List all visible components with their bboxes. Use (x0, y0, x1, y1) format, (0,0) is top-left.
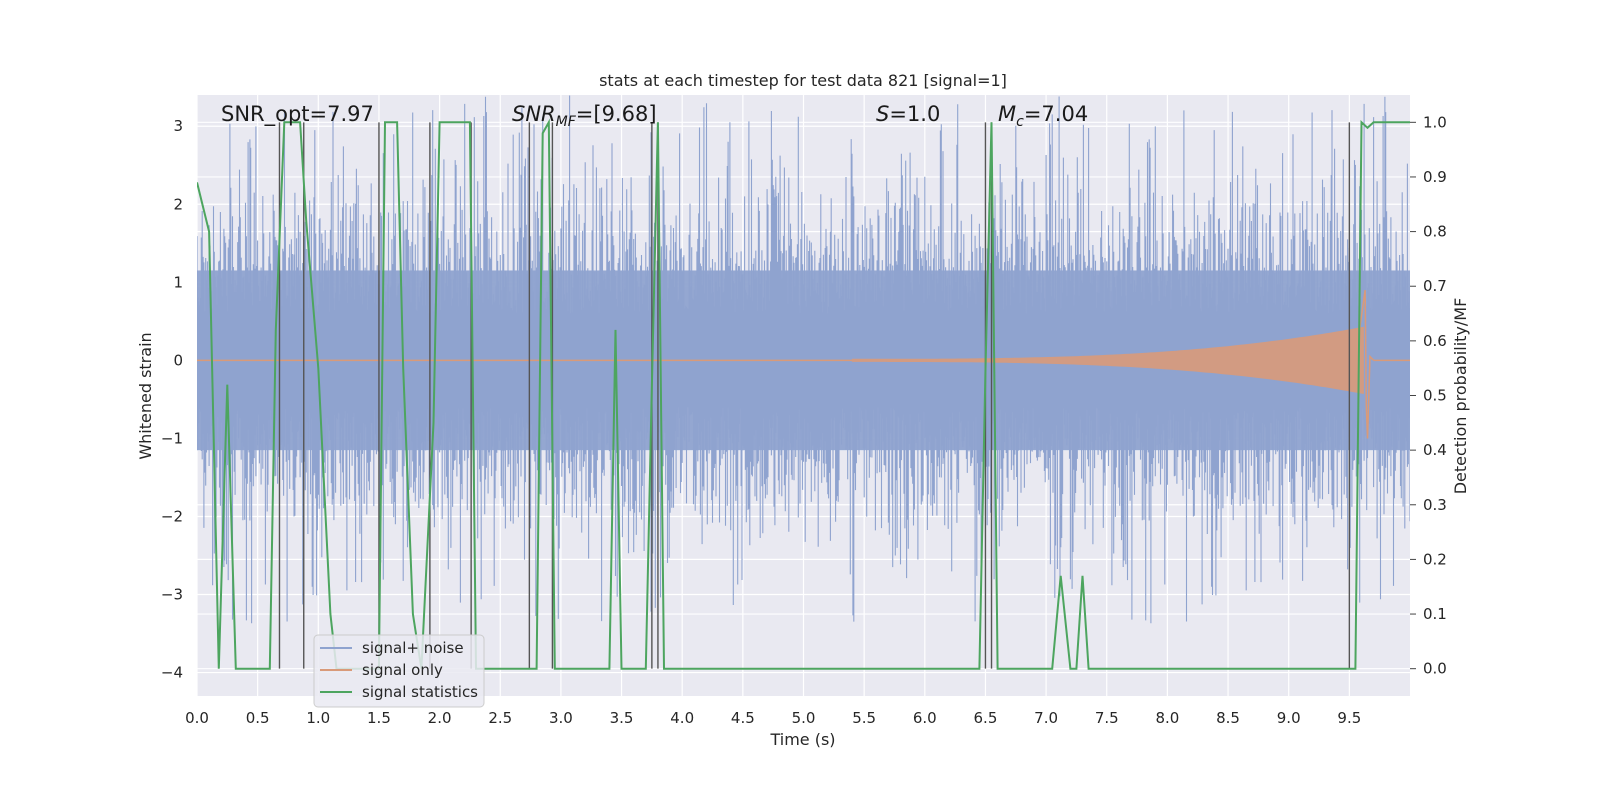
x-tick-label: 4.0 (670, 709, 694, 727)
y-tick-label: 3 (173, 117, 183, 135)
y2-axis-label: Detection probability/MF (1451, 298, 1470, 495)
annotation-mc: Mc=7.04 (998, 102, 1088, 130)
snr-mf-symbol: SNR (512, 102, 556, 126)
x-tick-label: 8.0 (1155, 709, 1179, 727)
x-tick-label: 0.0 (185, 709, 209, 727)
s-symbol: S (876, 102, 889, 126)
snr-mf-value: =[9.68] (576, 102, 657, 126)
annotation-snr-mf: SNRMF=[9.68] (512, 102, 657, 130)
y-tick-label: −2 (161, 507, 183, 525)
x-tick-label: 3.0 (549, 709, 573, 727)
y-tick-label: −4 (161, 664, 183, 682)
x-tick-label: 4.5 (731, 709, 755, 727)
x-tick-label: 6.0 (913, 709, 937, 727)
x-axis-label: Time (s) (769, 730, 835, 749)
y2-tick-label: 0.0 (1423, 660, 1447, 678)
mc-subscript: c (1016, 114, 1024, 130)
legend-box (313, 634, 485, 708)
y2-tick-label: 0.5 (1423, 387, 1447, 405)
annotation-s: S=1.0 (876, 102, 940, 126)
x-tick-label: 0.5 (246, 709, 270, 727)
x-tick-label: 2.0 (428, 709, 452, 727)
signal-merger (1358, 290, 1375, 439)
signal-only-series (197, 290, 1410, 439)
legend-label-noise: signal+ noise (362, 639, 464, 657)
legend: signal+ noise signal only signal statist… (313, 634, 485, 708)
y2-tick-label: 0.3 (1423, 496, 1447, 514)
x-tick-label: 9.0 (1277, 709, 1301, 727)
snr-mf-subscript: MF (556, 114, 577, 130)
statistics-line (197, 118, 1410, 670)
mc-value: =7.04 (1024, 102, 1088, 126)
y-axis-label: Whitened strain (136, 332, 155, 459)
y2-tick-label: 0.2 (1423, 550, 1447, 568)
legend-label-signal: signal only (362, 661, 443, 679)
statistics-series (197, 118, 1410, 670)
s-value: =1.0 (889, 102, 940, 126)
y-tick-label: −1 (161, 429, 183, 447)
signal-chirp (852, 326, 1364, 394)
x-tick-label: 6.5 (974, 709, 998, 727)
y-tick-label: 2 (173, 195, 183, 213)
x-tick-label: 2.5 (488, 709, 512, 727)
x-tick-label: 7.0 (1034, 709, 1058, 727)
y-tick-label: 1 (173, 273, 183, 291)
mc-symbol: M (998, 102, 1016, 126)
y2-tick-label: 1.0 (1423, 113, 1447, 131)
y-tick-label: 0 (173, 351, 183, 369)
x-tick-label: 7.5 (1095, 709, 1119, 727)
x-tick-label: 5.0 (792, 709, 816, 727)
y2-tick-label: 0.6 (1423, 332, 1447, 350)
x-tick-label: 1.0 (306, 709, 330, 727)
y2-axis-ticks: 1.0 0.9 0.8 0.7 0.6 0.5 0.4 0.3 0.2 0.1 0.0 (1410, 113, 1447, 678)
x-tick-label: 9.5 (1337, 709, 1361, 727)
y-axis-ticks: 3 2 1 0 −1 −2 −3 −4 (161, 117, 183, 681)
chart-title: stats at each timestep for test data 821… (599, 71, 1007, 90)
y2-tick-label: 0.8 (1423, 223, 1447, 241)
x-tick-label: 3.5 (610, 709, 634, 727)
legend-label-statistics: signal statistics (362, 683, 478, 701)
y2-tick-label: 0.9 (1423, 168, 1447, 186)
x-axis-ticks: 0.0 0.5 1.0 1.5 2.0 2.5 3.0 3.5 4.0 4.5 5.0 5.5 6.0 6… (185, 709, 1361, 727)
x-tick-label: 5.5 (852, 709, 876, 727)
y-tick-label: −3 (161, 586, 183, 604)
annotation-snr-opt: SNR_opt=7.97 (221, 102, 374, 127)
x-tick-label: 1.5 (367, 709, 391, 727)
x-tick-label: 8.5 (1216, 709, 1240, 727)
y2-tick-label: 0.1 (1423, 605, 1447, 623)
y2-tick-label: 0.7 (1423, 277, 1447, 295)
y2-tick-label: 0.4 (1423, 441, 1447, 459)
